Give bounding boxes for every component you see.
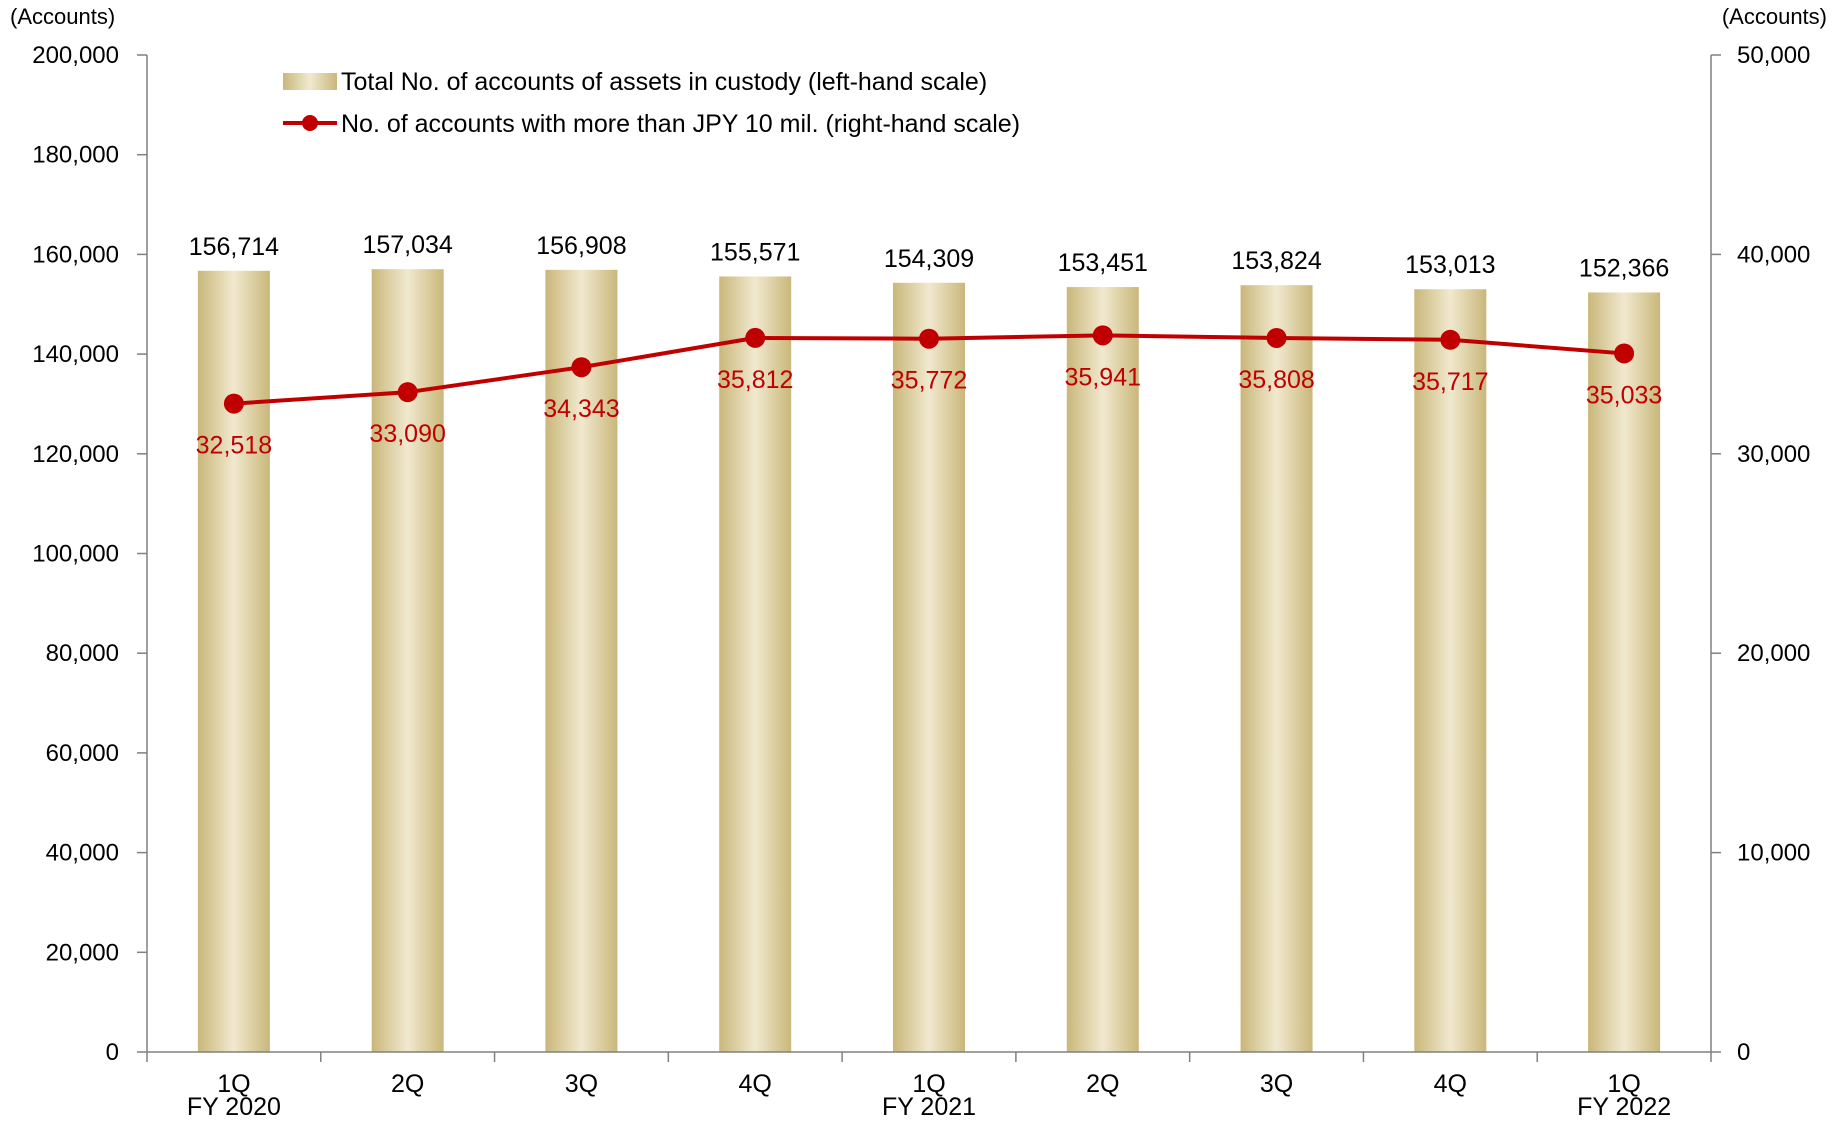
left-tick-label: 60,000 bbox=[46, 740, 119, 767]
line-data-labels: 32,518 33,090 34,343 35,812 35,772 35,941 35,8… bbox=[196, 363, 1663, 459]
line-series bbox=[223, 325, 1635, 414]
line-value-label: 33,090 bbox=[369, 420, 445, 448]
bar-value-label: 156,714 bbox=[189, 233, 279, 261]
legend-bar-label: Total No. of accounts of assets in custo… bbox=[341, 68, 987, 96]
left-axis-unit: (Accounts) bbox=[10, 4, 115, 29]
bar bbox=[1240, 285, 1313, 1052]
left-tick-label: 120,000 bbox=[32, 441, 119, 468]
left-tick-label: 40,000 bbox=[46, 840, 119, 867]
category-label: 3Q bbox=[565, 1070, 598, 1098]
x-axis-ticks bbox=[146, 1052, 1712, 1062]
line-value-label: 35,808 bbox=[1238, 366, 1314, 394]
bar-value-label: 153,451 bbox=[1058, 249, 1148, 277]
legend-line-marker bbox=[302, 115, 318, 131]
bar bbox=[545, 269, 618, 1053]
left-tick-label: 200,000 bbox=[32, 42, 119, 69]
legend-line-label: No. of accounts with more than JPY 10 mi… bbox=[341, 110, 1020, 138]
category-group-label: FY 2021 bbox=[882, 1093, 976, 1121]
legend: Total No. of accounts of assets in custo… bbox=[283, 68, 1020, 138]
bar bbox=[719, 276, 792, 1052]
category-label: 1Q bbox=[217, 1070, 250, 1098]
bar-series bbox=[197, 269, 1661, 1053]
line-value-label: 35,772 bbox=[891, 367, 967, 395]
category-label: 3Q bbox=[1260, 1070, 1293, 1098]
bar bbox=[197, 270, 270, 1052]
line-value-label: 35,812 bbox=[717, 366, 793, 394]
bar-value-label: 153,824 bbox=[1231, 247, 1321, 275]
line-point bbox=[919, 328, 939, 349]
line-point bbox=[1614, 343, 1635, 364]
bar-value-label: 155,571 bbox=[710, 238, 800, 266]
category-label: 1Q bbox=[1607, 1070, 1640, 1098]
left-tick-label: 80,000 bbox=[46, 640, 119, 667]
bar-data-labels: 156,714 157,034 156,908 155,571 154,309 153,4… bbox=[189, 231, 1670, 282]
category-group-label: FY 2022 bbox=[1577, 1093, 1671, 1121]
category-group-label: FY 2020 bbox=[187, 1093, 281, 1121]
right-axis-unit: (Accounts) bbox=[1722, 4, 1827, 29]
right-tick-label: 30,000 bbox=[1737, 441, 1810, 468]
line-point bbox=[1440, 329, 1461, 350]
left-tick-label: 20,000 bbox=[46, 939, 119, 966]
category-label: 2Q bbox=[391, 1070, 424, 1098]
right-tick-label: 40,000 bbox=[1737, 241, 1810, 268]
line-point bbox=[397, 382, 418, 403]
line-value-label: 35,033 bbox=[1586, 381, 1662, 409]
bar-value-label: 156,908 bbox=[536, 232, 626, 260]
bar-value-label: 157,034 bbox=[362, 231, 452, 259]
right-axis-ticks: 0 10,000 20,000 30,000 40,000 50,000 bbox=[1711, 42, 1810, 1066]
right-tick-label: 20,000 bbox=[1737, 640, 1810, 667]
bar-value-label: 152,366 bbox=[1579, 254, 1669, 282]
bar bbox=[1588, 292, 1661, 1053]
line-point bbox=[1266, 327, 1287, 348]
legend-bar-swatch bbox=[283, 73, 337, 90]
line-value-label: 34,343 bbox=[543, 395, 619, 423]
line-point bbox=[745, 327, 766, 348]
right-tick-label: 0 bbox=[1737, 1039, 1750, 1066]
line-value-label: 35,941 bbox=[1065, 363, 1141, 391]
left-axis-ticks: 0 20,000 40,000 60,000 80,000 100,000 120,000 1… bbox=[32, 42, 147, 1066]
left-tick-label: 140,000 bbox=[32, 341, 119, 368]
line-value-label: 35,717 bbox=[1412, 368, 1488, 396]
category-label: 2Q bbox=[1086, 1070, 1119, 1098]
line-point bbox=[571, 357, 592, 378]
line-value-label: 32,518 bbox=[196, 432, 272, 460]
right-tick-label: 50,000 bbox=[1737, 42, 1810, 69]
line-point bbox=[223, 393, 244, 414]
category-label: 4Q bbox=[739, 1070, 772, 1098]
left-tick-label: 100,000 bbox=[32, 541, 119, 568]
bar bbox=[1414, 289, 1487, 1052]
category-label: 4Q bbox=[1434, 1070, 1467, 1098]
bar-value-label: 154,309 bbox=[884, 245, 974, 273]
category-label: 1Q bbox=[912, 1070, 945, 1098]
right-tick-label: 10,000 bbox=[1737, 840, 1810, 867]
bar-value-label: 153,013 bbox=[1405, 251, 1495, 279]
bar bbox=[893, 282, 965, 1052]
left-tick-label: 180,000 bbox=[32, 142, 119, 169]
left-tick-label: 0 bbox=[106, 1039, 119, 1066]
line-point bbox=[1092, 325, 1113, 346]
left-tick-label: 160,000 bbox=[32, 241, 119, 268]
bar bbox=[1066, 287, 1139, 1052]
